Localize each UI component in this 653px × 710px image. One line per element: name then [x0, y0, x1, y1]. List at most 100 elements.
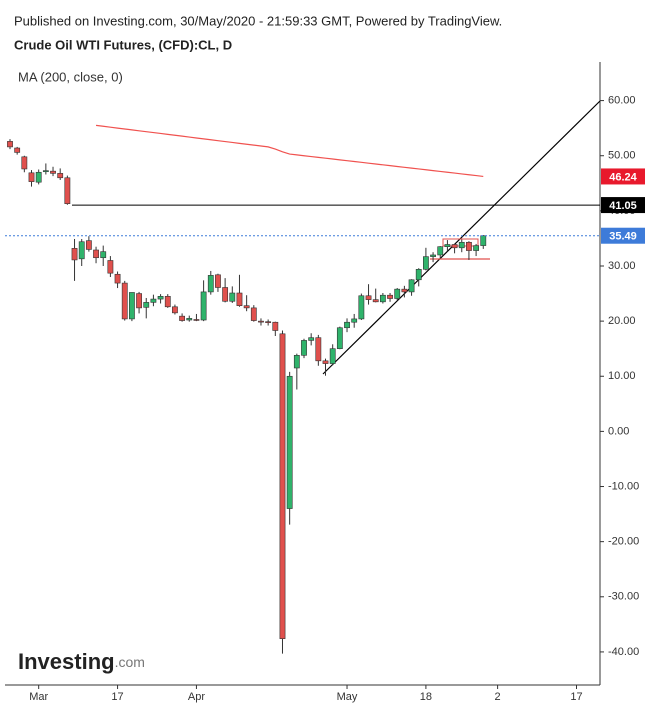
candle-body [222, 287, 229, 302]
candle-body [243, 305, 250, 309]
candle-body [394, 288, 401, 299]
x-tick-label: May [337, 691, 358, 703]
candle-body [279, 333, 286, 639]
candle-body [157, 296, 164, 300]
candle-body [379, 294, 386, 303]
candle-body [193, 319, 200, 321]
x-tick-label: 2 [495, 691, 501, 703]
y-tick-label: 10.00 [608, 370, 636, 382]
candle-body [100, 251, 107, 259]
candle-body [322, 360, 329, 364]
price-tag [601, 227, 645, 244]
price-tag-label: 46.24 [609, 171, 637, 183]
source-note: Published on Investing.com, 30/May/2020 … [14, 13, 502, 28]
candle-body [408, 279, 415, 293]
candle-body [164, 296, 171, 308]
price-tag-label: 41.05 [609, 200, 637, 212]
candle-body [50, 170, 56, 174]
price-tag-label: 35.49 [609, 231, 637, 243]
candle-body [250, 307, 257, 321]
candle-body [114, 273, 121, 284]
candle-body [107, 260, 114, 274]
x-tick-label: Mar [29, 691, 48, 703]
candle-body [35, 171, 42, 183]
candle-body [7, 141, 13, 148]
candle-body [265, 321, 272, 323]
candle-body [365, 295, 372, 300]
candle-body [215, 274, 221, 288]
y-tick-label: -10.00 [608, 480, 639, 492]
candle-body [143, 302, 150, 308]
price-tag [601, 197, 645, 214]
candle-body [186, 318, 193, 321]
logo-suffix: .com [115, 654, 145, 670]
candle-body [229, 292, 236, 302]
x-tick-label: Apr [188, 691, 205, 703]
candle-body [451, 244, 458, 249]
candle-body [14, 147, 21, 153]
candle-body [458, 241, 465, 249]
trend-line [322, 100, 601, 375]
candle-body [207, 275, 214, 293]
candle-body [71, 248, 78, 261]
candle-body [179, 315, 185, 321]
price-tag [601, 168, 645, 185]
candle-body [315, 337, 322, 362]
candle-body [329, 348, 336, 364]
x-tick-label: 18 [420, 691, 432, 703]
candle-body [136, 293, 142, 309]
candle-body [466, 241, 472, 251]
candle-body [344, 321, 350, 329]
candle-body [21, 156, 28, 170]
y-tick-label: -20.00 [608, 536, 639, 548]
y-tick-label: -40.00 [608, 646, 639, 658]
candle-body [57, 173, 64, 179]
y-tick-label: -30.00 [608, 591, 639, 603]
y-tick-label: 20.00 [608, 315, 636, 327]
candle-body [129, 292, 135, 320]
candle-body [78, 241, 85, 260]
candle-body [372, 299, 379, 303]
x-tick-label: 17 [570, 691, 582, 703]
candle-body [415, 268, 422, 281]
candle-body [42, 170, 49, 173]
legend-entry: MA (200, close, 0) [18, 69, 123, 84]
candle-body [480, 235, 487, 246]
candle-body [301, 340, 307, 356]
logo: Investing.com [18, 649, 145, 674]
candle-body [401, 288, 408, 293]
candle-body [121, 282, 128, 320]
candle-body [473, 245, 479, 251]
candle-body [293, 355, 300, 369]
candle-body [150, 298, 157, 303]
logo-main: Investing [18, 649, 115, 674]
candle-body [336, 327, 343, 349]
candle-body [286, 375, 293, 509]
candle-body [200, 291, 207, 321]
candle-body [308, 337, 315, 341]
candle-body [423, 256, 429, 270]
y-tick-label: 0.00 [608, 425, 629, 437]
candle-body [351, 318, 358, 323]
chart-title: Crude Oil WTI Futures, (CFD):CL, D [14, 37, 232, 52]
candle-body [430, 254, 436, 257]
candle-body [444, 244, 451, 247]
candle-body [387, 294, 393, 299]
candle-body [437, 246, 444, 256]
candle-body [236, 292, 243, 306]
candle-body [93, 249, 99, 259]
candle-body [85, 240, 92, 250]
ma-line [95, 124, 484, 178]
candle-body [28, 172, 35, 182]
candle-body [272, 321, 279, 331]
plot: 60.0050.0040.0030.0020.0010.000.00-10.00… [5, 94, 645, 703]
x-tick-label: 17 [111, 691, 123, 703]
y-tick-label: 60.00 [608, 94, 636, 106]
candle-body [64, 177, 71, 204]
candle-body [172, 306, 178, 314]
candle-body [258, 320, 264, 323]
y-tick-label: 30.00 [608, 260, 636, 272]
candle-body [358, 295, 365, 320]
